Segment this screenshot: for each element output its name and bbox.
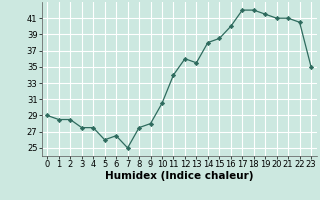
- X-axis label: Humidex (Indice chaleur): Humidex (Indice chaleur): [105, 171, 253, 181]
